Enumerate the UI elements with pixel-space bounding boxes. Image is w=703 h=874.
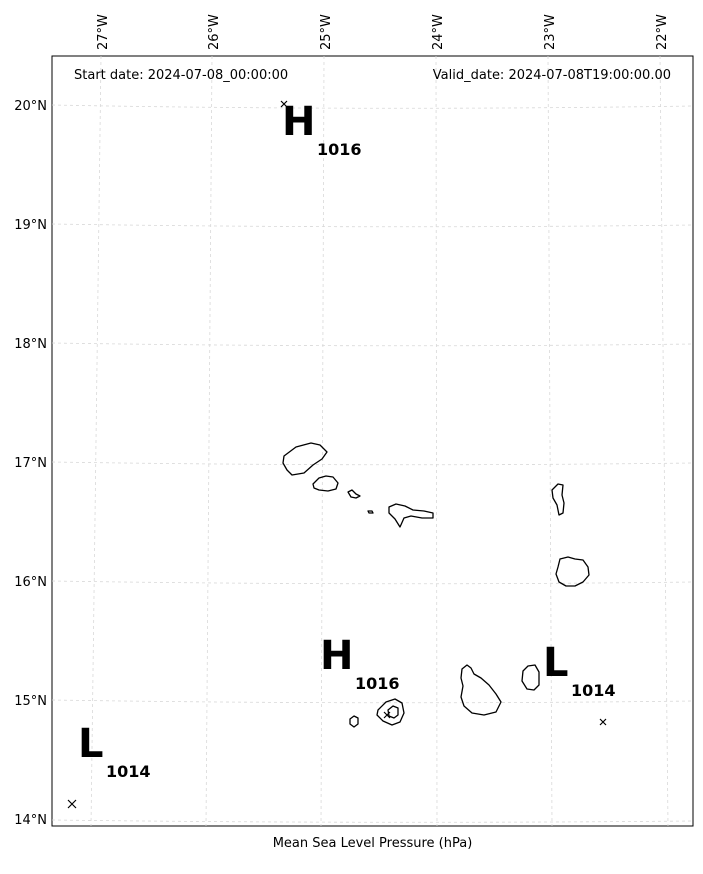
center-marker bbox=[280, 100, 288, 108]
lat-label: 19°N bbox=[14, 218, 47, 233]
meridian-24w bbox=[435, 55, 438, 827]
meridian-23w bbox=[547, 55, 553, 827]
parallel-18n bbox=[51, 342, 694, 347]
center-marker bbox=[599, 718, 607, 726]
pressure-markers bbox=[67, 100, 607, 809]
low-pressure-letter: L bbox=[543, 640, 569, 686]
lon-label: 25°W bbox=[319, 14, 334, 50]
island-sal bbox=[551, 483, 565, 516]
lon-label: 27°W bbox=[96, 14, 111, 50]
lon-label: 24°W bbox=[431, 14, 446, 50]
parallel-20n bbox=[51, 104, 694, 109]
island-fogo bbox=[376, 698, 405, 726]
island-santa-luzia bbox=[347, 489, 361, 499]
island-maio bbox=[521, 664, 540, 691]
island-santo-antao bbox=[282, 442, 328, 476]
lat-label: 20°N bbox=[14, 99, 47, 114]
center-marker bbox=[383, 711, 391, 719]
parallel-19n bbox=[51, 223, 694, 228]
meridian-27w bbox=[90, 55, 102, 827]
low-pressure-letter: L bbox=[78, 721, 104, 767]
longitude-labels: 27°W 26°W 25°W 24°W 23°W 22°W bbox=[96, 14, 670, 50]
island-sao-nicolau bbox=[388, 503, 434, 528]
map-frame bbox=[51, 55, 694, 827]
meridian-26w bbox=[205, 55, 213, 827]
high-pressure-value: 1016 bbox=[355, 674, 400, 693]
lat-label: 16°N bbox=[14, 575, 47, 590]
coastline bbox=[282, 442, 590, 728]
parallel-16n bbox=[51, 580, 694, 585]
lat-label: 18°N bbox=[14, 337, 47, 352]
latitude-labels: 20°N 19°N 18°N 17°N 16°N 15°N 14°N bbox=[14, 99, 47, 828]
lon-label: 23°W bbox=[543, 14, 558, 50]
high-pressure-value: 1016 bbox=[317, 140, 362, 159]
map-caption: Mean Sea Level Pressure (hPa) bbox=[272, 836, 473, 851]
island-brava bbox=[349, 715, 359, 728]
high-pressure-letter: H bbox=[282, 99, 315, 145]
meridian-22w bbox=[659, 55, 669, 827]
meridian-25w bbox=[320, 55, 325, 827]
low-pressure-value: 1014 bbox=[571, 681, 616, 700]
parallel-14n bbox=[51, 819, 694, 823]
graticule bbox=[51, 55, 694, 827]
start-date-text: Start date: 2024-07-08_00:00:00 bbox=[74, 68, 288, 83]
center-marker bbox=[67, 799, 77, 809]
island-boa-vista bbox=[555, 556, 590, 587]
valid-date-text: Valid_date: 2024-07-08T19:00:00.00 bbox=[433, 68, 671, 83]
lat-label: 15°N bbox=[14, 694, 47, 709]
island-fogo-crater bbox=[387, 705, 399, 719]
pressure-labels: H 1016 H 1016 L 1014 L 1014 bbox=[78, 99, 616, 781]
island-sao-vicente bbox=[312, 475, 339, 492]
parallel-15n bbox=[51, 699, 694, 704]
low-pressure-value: 1014 bbox=[106, 762, 151, 781]
island-branco bbox=[367, 510, 374, 514]
lat-label: 14°N bbox=[14, 813, 47, 828]
lon-label: 26°W bbox=[207, 14, 222, 50]
high-pressure-letter: H bbox=[320, 633, 353, 679]
parallel-17n bbox=[51, 461, 694, 466]
lon-label: 22°W bbox=[655, 14, 670, 50]
lat-label: 17°N bbox=[14, 456, 47, 471]
island-santiago bbox=[460, 664, 502, 716]
